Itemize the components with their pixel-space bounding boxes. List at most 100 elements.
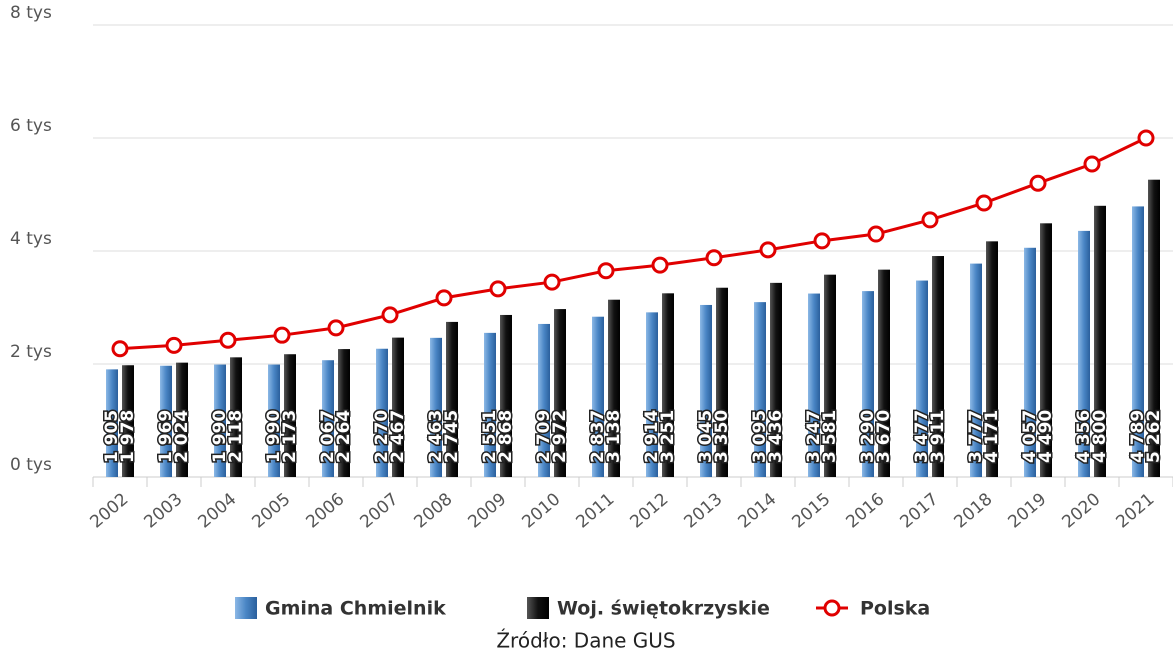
line-marker — [921, 211, 939, 229]
x-tick-label: 2003 — [140, 489, 186, 532]
line-marker — [489, 280, 507, 298]
bar — [1078, 230, 1090, 477]
x-tick-label: 2006 — [302, 489, 348, 532]
bar — [608, 299, 620, 477]
line-marker — [165, 336, 183, 354]
line-marker — [1137, 129, 1155, 147]
bar — [1094, 205, 1106, 478]
x-tick-label: 2008 — [410, 489, 456, 532]
x-tick-label: 2007 — [356, 489, 402, 532]
legend-swatch — [527, 597, 549, 619]
x-tick-label: 2017 — [896, 489, 942, 532]
bar — [1040, 223, 1052, 477]
data-label: 4 057 — [1020, 410, 1040, 463]
x-tick-label: 2014 — [734, 489, 780, 532]
line-marker — [543, 273, 561, 291]
line-marker — [813, 232, 831, 250]
data-label: 2 837 — [588, 410, 608, 463]
data-label: 3 911 — [928, 410, 948, 463]
data-label: 2 709 — [534, 410, 554, 463]
data-label: 2 024 — [172, 410, 192, 463]
bar — [754, 302, 766, 477]
data-label: 2 972 — [550, 410, 570, 463]
data-label: 3 670 — [874, 410, 894, 463]
x-tick-label: 2016 — [842, 489, 888, 532]
line-marker — [111, 340, 129, 358]
bar — [662, 293, 674, 477]
data-label: 2 745 — [442, 410, 462, 463]
data-label: 2 118 — [226, 410, 246, 463]
data-label: 3 777 — [966, 410, 986, 463]
y-tick-label: 4 tys — [10, 229, 52, 249]
data-label: 1 905 — [102, 410, 122, 463]
data-label: 3 095 — [750, 410, 770, 463]
data-label: 4 171 — [982, 410, 1002, 463]
data-label: 1 969 — [156, 410, 176, 463]
bar — [338, 349, 350, 477]
data-label: 3 247 — [804, 410, 824, 463]
bar — [700, 304, 712, 477]
data-label: 3 477 — [912, 410, 932, 463]
bar — [1132, 206, 1144, 477]
legend-swatch — [823, 599, 841, 617]
bar — [824, 274, 836, 477]
x-tick-label: 2012 — [626, 489, 672, 532]
legend-label: Polska — [860, 598, 930, 620]
data-label: 2 467 — [388, 410, 408, 463]
line-marker — [435, 289, 453, 307]
bar — [932, 256, 944, 477]
source: Źródło: Dane GUS — [496, 629, 675, 653]
bar — [284, 354, 296, 477]
bar — [268, 364, 280, 477]
x-tick-label: 2005 — [248, 489, 294, 532]
data-label: 2 067 — [318, 410, 338, 463]
bar — [430, 337, 442, 477]
x-tick-label: 2010 — [518, 489, 564, 532]
x-tick-label: 2019 — [1004, 489, 1050, 532]
line-marker — [705, 249, 723, 267]
bar — [1148, 179, 1160, 477]
bar — [878, 269, 890, 477]
bar — [376, 348, 388, 477]
bar — [176, 362, 188, 477]
bar — [970, 263, 982, 477]
bar — [862, 291, 874, 477]
bar — [916, 280, 928, 477]
data-label: 2 173 — [280, 410, 300, 463]
data-label: 1 978 — [118, 410, 138, 463]
y-tick-label: 6 tys — [10, 116, 52, 136]
data-label: 2 551 — [480, 410, 500, 463]
bar — [592, 316, 604, 477]
data-label: 1 990 — [264, 410, 284, 463]
x-tick-label: 2011 — [572, 489, 618, 532]
x-tick-label: 2021 — [1112, 489, 1158, 532]
data-label: 3 251 — [658, 410, 678, 463]
line-marker — [1029, 174, 1047, 192]
bar — [446, 321, 458, 477]
bar — [1024, 247, 1036, 477]
data-label: 4 800 — [1090, 410, 1110, 463]
line-marker — [975, 194, 993, 212]
data-label: 3 350 — [712, 410, 732, 463]
line-marker — [867, 225, 885, 243]
data-label: 1 990 — [210, 410, 230, 463]
data-label: 3 290 — [858, 410, 878, 463]
bar — [554, 309, 566, 477]
bar — [106, 369, 118, 477]
bar — [230, 357, 242, 477]
bar — [160, 365, 172, 477]
legend-swatch — [235, 597, 257, 619]
x-tick-label: 2009 — [464, 489, 510, 532]
data-label: 3 138 — [604, 410, 624, 463]
bar — [716, 287, 728, 477]
bar — [808, 293, 820, 477]
data-label: 4 789 — [1128, 410, 1148, 463]
legend-label: Gmina Chmielnik — [265, 598, 446, 620]
data-label: 4 356 — [1074, 410, 1094, 463]
line-marker — [597, 262, 615, 280]
bar — [986, 241, 998, 477]
line-marker — [759, 241, 777, 259]
data-label: 3 581 — [820, 410, 840, 463]
x-tick-label: 2020 — [1058, 489, 1104, 532]
